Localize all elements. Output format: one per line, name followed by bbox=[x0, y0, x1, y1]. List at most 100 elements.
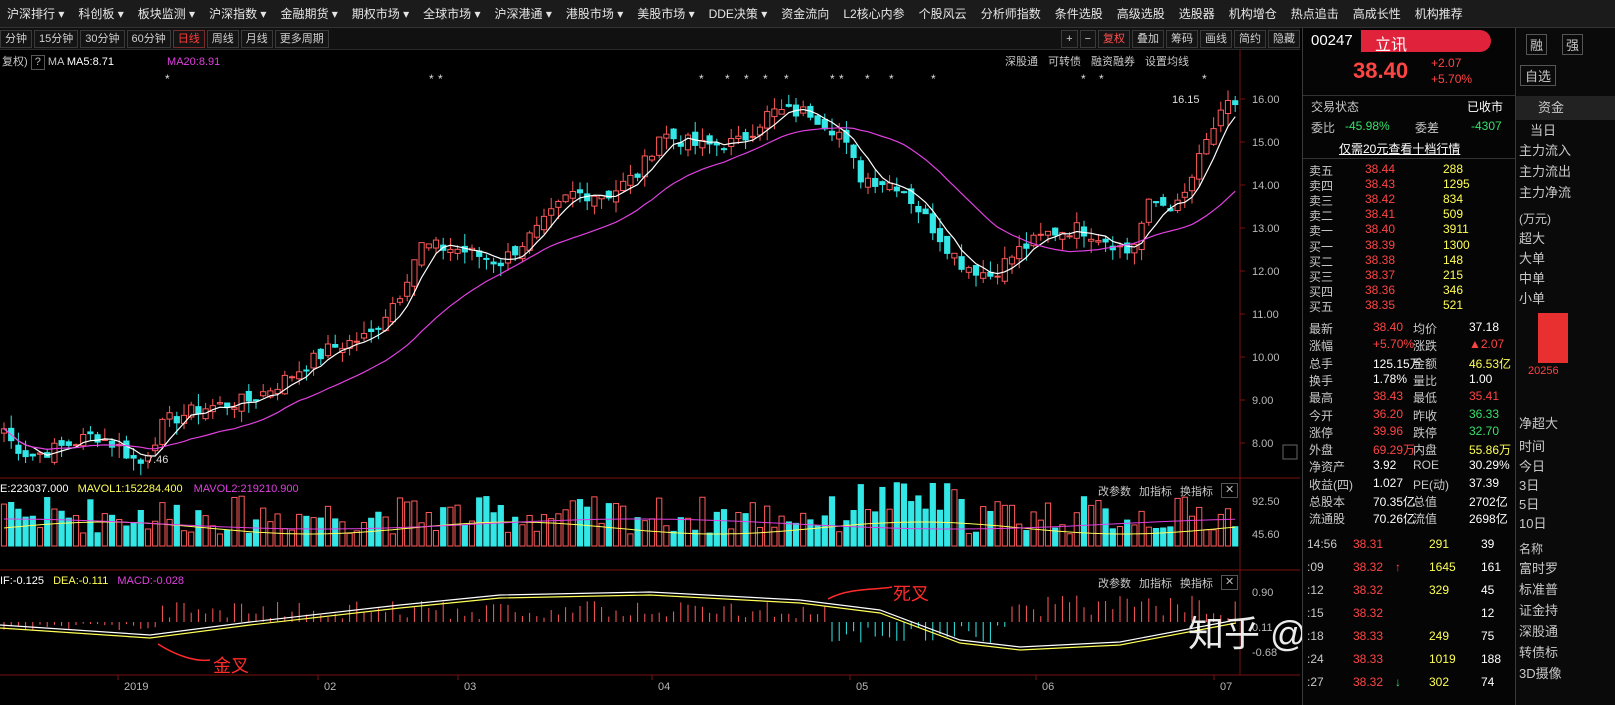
volume-bar bbox=[447, 506, 454, 547]
volume-bar bbox=[1203, 529, 1210, 547]
nav-item[interactable]: 美股市场 ▾ bbox=[637, 6, 695, 21]
nav-item[interactable]: 条件选股 bbox=[1054, 6, 1103, 21]
toolbar-button[interactable]: + bbox=[1061, 30, 1078, 48]
event-marker: * bbox=[1081, 72, 1086, 86]
nav-item[interactable]: 科创板 ▾ bbox=[78, 6, 124, 21]
stat-label: 涨停 bbox=[1309, 425, 1334, 440]
ma20-line bbox=[3, 127, 1236, 451]
stat-value: 38.43 bbox=[1373, 389, 1404, 404]
volume-bar bbox=[1023, 530, 1030, 547]
tab-fund[interactable]: 资金 bbox=[1516, 96, 1615, 120]
unit-label: (万元) bbox=[1519, 212, 1551, 226]
nav-item[interactable]: 沪深指数 ▾ bbox=[209, 6, 267, 21]
overlay-tag[interactable]: 融资融券 bbox=[1091, 56, 1135, 68]
volume-bar bbox=[123, 525, 130, 547]
candle-body bbox=[965, 267, 972, 273]
nav-item[interactable]: 金融期货 ▾ bbox=[280, 6, 338, 21]
volume-bar bbox=[828, 496, 836, 547]
volume-bar bbox=[836, 531, 843, 547]
close-icon[interactable]: ✕ bbox=[1221, 483, 1239, 498]
volume-bar bbox=[728, 528, 735, 547]
candle-body bbox=[497, 262, 504, 267]
volume-bar bbox=[490, 512, 497, 547]
qiang-button[interactable]: 强 bbox=[1562, 34, 1584, 55]
stat-label: 涨跌 bbox=[1413, 339, 1438, 354]
volume-bar bbox=[1016, 523, 1023, 547]
help-button[interactable]: ? bbox=[30, 55, 45, 70]
nav-item[interactable]: 选股器 bbox=[1178, 6, 1215, 21]
nav-item[interactable]: 高成长性 bbox=[1352, 6, 1401, 21]
nav-item[interactable]: L2核心内参 bbox=[843, 6, 905, 21]
price-tick: 10.00 bbox=[1252, 352, 1280, 364]
macd-add-button[interactable]: 加指标 bbox=[1139, 578, 1172, 590]
toolbar-button[interactable]: 画线 bbox=[1200, 30, 1232, 48]
toolbar-button[interactable]: 简约 bbox=[1234, 30, 1266, 48]
nav-item[interactable]: DDE决策 ▾ bbox=[708, 6, 768, 21]
nav-item[interactable]: 全球市场 ▾ bbox=[423, 6, 481, 21]
nav-item[interactable]: 高级选股 bbox=[1116, 6, 1165, 21]
flow-label: 主力流出 bbox=[1519, 164, 1572, 179]
nav-item[interactable]: 期权市场 ▾ bbox=[351, 6, 410, 21]
nav-item[interactable]: 港股市场 ▾ bbox=[565, 6, 624, 21]
period-tab[interactable]: 周线 bbox=[206, 29, 239, 48]
tick-price: 38.32 bbox=[1353, 583, 1384, 597]
nav-item[interactable]: 热点追击 bbox=[1290, 6, 1339, 21]
close-icon[interactable]: ✕ bbox=[1221, 575, 1239, 590]
volume-bar bbox=[857, 484, 864, 547]
vol-params-button[interactable]: 改参数 bbox=[1098, 486, 1131, 498]
overlay-tag[interactable]: 可转债 bbox=[1048, 56, 1081, 68]
high-label: 16.15 bbox=[1172, 94, 1200, 106]
period-tab[interactable]: 月线 bbox=[240, 29, 273, 48]
period-tab[interactable]: 60分钟 bbox=[126, 29, 171, 48]
toolbar-button[interactable]: 隐藏 bbox=[1268, 30, 1300, 48]
candle-body bbox=[1217, 109, 1224, 127]
upgrade-link[interactable]: 仅需20元查看十档行情 bbox=[1339, 142, 1461, 156]
period-tab[interactable]: 15分钟 bbox=[34, 29, 79, 48]
nav-item[interactable]: 沪深排行 ▾ bbox=[7, 6, 65, 21]
volume-bar bbox=[656, 497, 663, 547]
period-tab[interactable]: 分钟 bbox=[0, 29, 32, 48]
macd-tick: -0.68 bbox=[1252, 647, 1277, 659]
add-watchlist-button[interactable]: 自选 bbox=[1520, 65, 1557, 86]
nav-item[interactable]: 板块监测 ▾ bbox=[137, 6, 196, 21]
volume-bar bbox=[310, 517, 317, 547]
nav-item[interactable]: 分析师指数 bbox=[980, 6, 1041, 21]
period-label: 5日 bbox=[1519, 497, 1540, 512]
volume-bar bbox=[1109, 528, 1116, 547]
nav-item[interactable]: 资金流向 bbox=[781, 6, 830, 21]
x-tick: 06 bbox=[1042, 681, 1054, 693]
vol-add-button[interactable]: 加指标 bbox=[1139, 486, 1172, 498]
volume-bar bbox=[1210, 529, 1217, 547]
nav-item[interactable]: 机构推荐 bbox=[1414, 6, 1463, 21]
candle-body bbox=[360, 333, 368, 339]
macd-switch-button[interactable]: 换指标 bbox=[1180, 578, 1213, 590]
overlay-tag[interactable]: 设置均线 bbox=[1145, 56, 1189, 68]
volume-bar bbox=[418, 522, 425, 547]
kline-chart[interactable]: 16.00 15.00 14.00 13.00 12.00 11.00 10.00 9.00 8… bbox=[0, 50, 1300, 705]
volume-bar bbox=[58, 510, 65, 547]
vol-switch-button[interactable]: 换指标 bbox=[1180, 486, 1213, 498]
candle-body bbox=[591, 195, 598, 207]
price-tick: 8.00 bbox=[1252, 438, 1273, 450]
volume-bar bbox=[252, 519, 260, 547]
nav-item[interactable]: 机构增仓 bbox=[1228, 6, 1277, 21]
rong-button[interactable]: 融 bbox=[1526, 34, 1548, 55]
toolbar-button[interactable]: 叠加 bbox=[1132, 30, 1164, 48]
today-tab[interactable]: 当日 bbox=[1530, 123, 1557, 138]
nav-item[interactable]: 沪深港通 ▾ bbox=[494, 6, 552, 21]
period-tab[interactable]: 日线 bbox=[172, 29, 205, 48]
period-tab[interactable]: 更多周期 bbox=[274, 29, 329, 48]
candle-body bbox=[375, 327, 382, 330]
macd-params-button[interactable]: 改参数 bbox=[1098, 578, 1131, 590]
period-tab[interactable]: 30分钟 bbox=[80, 29, 125, 48]
tick-volume: 249 bbox=[1429, 629, 1450, 643]
ask-price: 38.42 bbox=[1365, 192, 1396, 206]
mavol1-line bbox=[3, 521, 1236, 535]
volume-bar bbox=[504, 531, 512, 547]
toolbar-button[interactable]: − bbox=[1079, 30, 1096, 48]
toolbar-button[interactable]: 复权 bbox=[1098, 30, 1130, 48]
nav-item[interactable]: 个股风云 bbox=[918, 6, 967, 21]
toolbar-button[interactable]: 筹码 bbox=[1166, 30, 1198, 48]
overlay-tag[interactable]: 深股通 bbox=[1005, 56, 1038, 68]
candle-body bbox=[447, 248, 454, 253]
